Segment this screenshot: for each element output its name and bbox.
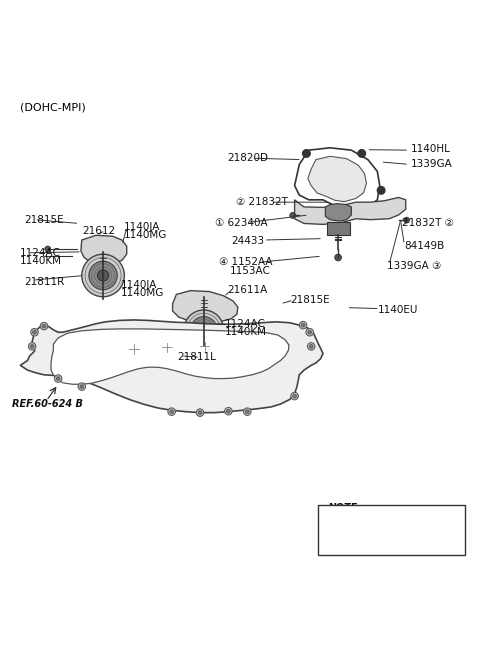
Circle shape bbox=[301, 324, 305, 327]
Text: 1140KM: 1140KM bbox=[225, 328, 266, 337]
Circle shape bbox=[291, 392, 299, 400]
Circle shape bbox=[335, 254, 341, 261]
Polygon shape bbox=[51, 329, 289, 384]
Circle shape bbox=[191, 316, 217, 343]
Bar bbox=[327, 222, 350, 235]
Circle shape bbox=[308, 330, 312, 334]
Polygon shape bbox=[308, 157, 367, 202]
Circle shape bbox=[404, 217, 409, 223]
Text: NOTE: NOTE bbox=[328, 503, 358, 514]
Text: 84149B: 84149B bbox=[404, 240, 444, 251]
Circle shape bbox=[290, 213, 296, 218]
Circle shape bbox=[31, 328, 38, 336]
Circle shape bbox=[80, 384, 84, 388]
Circle shape bbox=[56, 377, 60, 381]
Polygon shape bbox=[295, 197, 406, 225]
Text: 21832T ②: 21832T ② bbox=[402, 219, 454, 229]
Circle shape bbox=[245, 410, 249, 413]
Text: 1140MG: 1140MG bbox=[120, 288, 164, 298]
Circle shape bbox=[199, 325, 209, 335]
Polygon shape bbox=[325, 204, 351, 221]
Text: 1140MG: 1140MG bbox=[123, 231, 167, 240]
Circle shape bbox=[168, 408, 175, 415]
Circle shape bbox=[309, 345, 313, 348]
Text: 1124AC: 1124AC bbox=[225, 319, 265, 329]
Text: ④ 1152AA: ④ 1152AA bbox=[219, 257, 273, 267]
Circle shape bbox=[306, 328, 313, 336]
Circle shape bbox=[302, 150, 310, 157]
Text: 21820D: 21820D bbox=[228, 153, 268, 163]
Text: (DOHC-MPI): (DOHC-MPI) bbox=[20, 103, 86, 113]
Text: 1140JA: 1140JA bbox=[123, 222, 160, 233]
Text: 1124AC: 1124AC bbox=[19, 248, 60, 258]
Text: THE NO. 21830  : ①~④: THE NO. 21830 : ①~④ bbox=[328, 525, 447, 535]
Text: 1140JA: 1140JA bbox=[120, 280, 157, 290]
Circle shape bbox=[33, 330, 36, 334]
Circle shape bbox=[97, 270, 109, 281]
Circle shape bbox=[78, 383, 85, 390]
Circle shape bbox=[184, 310, 224, 350]
Text: 1140KM: 1140KM bbox=[19, 256, 61, 266]
Text: 21815E: 21815E bbox=[24, 215, 64, 225]
Polygon shape bbox=[20, 320, 323, 413]
Circle shape bbox=[82, 254, 124, 297]
Circle shape bbox=[307, 343, 315, 350]
Circle shape bbox=[358, 150, 366, 157]
Text: 1339GA ③: 1339GA ③ bbox=[387, 261, 441, 271]
FancyBboxPatch shape bbox=[318, 505, 465, 555]
Circle shape bbox=[54, 375, 62, 383]
Circle shape bbox=[377, 187, 385, 194]
Circle shape bbox=[300, 322, 307, 329]
Circle shape bbox=[40, 322, 48, 330]
Circle shape bbox=[170, 410, 174, 413]
Circle shape bbox=[198, 411, 202, 415]
Circle shape bbox=[225, 407, 232, 415]
Polygon shape bbox=[173, 291, 238, 323]
Text: 24433: 24433 bbox=[232, 236, 265, 246]
Circle shape bbox=[89, 261, 117, 290]
Circle shape bbox=[45, 246, 50, 252]
Text: 21811L: 21811L bbox=[177, 352, 216, 362]
Text: 1339GA: 1339GA bbox=[410, 159, 452, 170]
Text: 21612: 21612 bbox=[82, 227, 115, 236]
Text: ① 62340A: ① 62340A bbox=[215, 217, 268, 227]
Text: 1153AC: 1153AC bbox=[230, 266, 271, 276]
Circle shape bbox=[30, 345, 34, 348]
Circle shape bbox=[196, 409, 204, 417]
Circle shape bbox=[243, 408, 251, 415]
Text: 21815E: 21815E bbox=[290, 295, 329, 305]
Text: REF.60-624 B: REF.60-624 B bbox=[12, 399, 83, 409]
Text: 1140HL: 1140HL bbox=[410, 144, 450, 154]
Text: ② 21832T: ② 21832T bbox=[237, 196, 288, 207]
Text: 21811R: 21811R bbox=[24, 277, 64, 287]
Circle shape bbox=[28, 343, 36, 350]
Circle shape bbox=[227, 409, 230, 413]
Polygon shape bbox=[81, 235, 127, 265]
Text: 21611A: 21611A bbox=[228, 285, 268, 295]
Circle shape bbox=[42, 324, 46, 328]
Circle shape bbox=[293, 394, 297, 398]
Text: 1140EU: 1140EU bbox=[377, 305, 418, 314]
